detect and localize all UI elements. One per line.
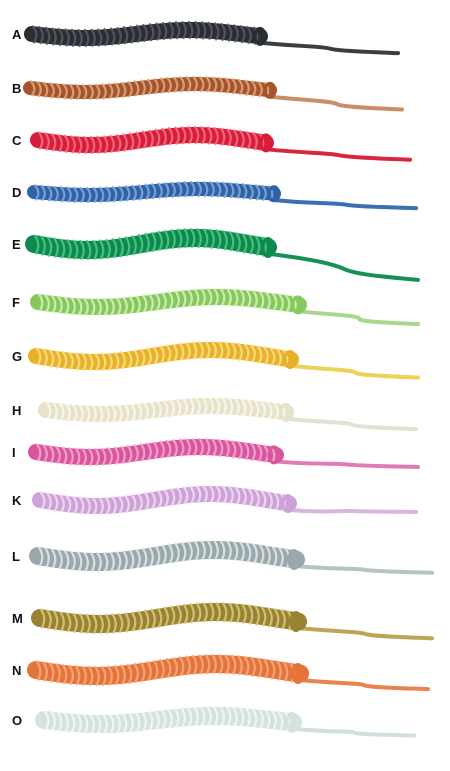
specimen-n: N: [12, 653, 430, 692]
specimen-tail: [290, 563, 434, 575]
specimen-e: E: [12, 227, 420, 282]
specimen-end-loop: [279, 402, 293, 422]
specimen-g: G: [12, 340, 420, 380]
specimen-tail: [256, 40, 400, 56]
specimen-label: M: [12, 611, 23, 626]
specimen-end-loop: [291, 295, 305, 315]
specimen-end-loop: [283, 350, 297, 369]
specimen-end-loop: [281, 494, 295, 513]
specimen-end-loop: [291, 663, 305, 684]
specimen-end-loop: [267, 185, 281, 203]
specimen-label: L: [12, 549, 20, 564]
specimen-end-loop: [263, 81, 277, 99]
specimen-coil: [25, 229, 277, 259]
specimen-tail: [294, 308, 420, 327]
specimen-label: E: [12, 237, 21, 252]
specimen-label: A: [12, 27, 22, 42]
specimen-tail: [270, 197, 418, 211]
specimen-l: L: [12, 539, 434, 575]
specimen-coil-turns: [37, 539, 291, 573]
specimen-f: F: [12, 287, 420, 327]
specimen-end-loop: [287, 549, 301, 570]
specimen-c: C: [12, 125, 412, 162]
specimen-tail: [286, 363, 420, 380]
specimen-label: G: [12, 349, 22, 364]
specimen-end-loop: [289, 611, 303, 632]
specimen-label: I: [12, 445, 16, 460]
specimen-tail: [262, 146, 412, 162]
specimen-end-loop: [261, 237, 275, 258]
specimen-d: D: [12, 180, 418, 211]
specimen-label: N: [12, 663, 21, 678]
specimen-a: A: [12, 20, 400, 56]
specimen-label: B: [12, 81, 21, 96]
specimen-coil-turns: [39, 601, 293, 635]
specimen-tail: [264, 251, 420, 282]
specimen-coil-turns: [33, 227, 267, 261]
specimen-tail: [284, 507, 418, 514]
specimen-tail: [294, 677, 430, 692]
specimen-tail: [282, 416, 418, 432]
specimen-coil-turns: [39, 484, 286, 516]
specimen-label: O: [12, 713, 22, 728]
specimen-label: D: [12, 185, 21, 200]
specimen-coil: [35, 707, 302, 733]
specimen-label: C: [12, 133, 22, 148]
specimen-k: K: [12, 484, 418, 516]
specimen-coil-turns: [37, 287, 297, 317]
specimen-coil-turns: [37, 125, 265, 155]
specimen-coil-turns: [33, 180, 274, 204]
specimen-coil: [32, 486, 297, 514]
specimen-tail: [288, 726, 416, 738]
specimen-label: H: [12, 403, 21, 418]
specimen-tail: [270, 458, 420, 469]
specimen-label: F: [12, 295, 20, 310]
specimen-h: H: [12, 396, 418, 432]
specimen-coil-turns: [35, 340, 289, 372]
specimen-end-loop: [259, 133, 273, 153]
specimen-i: I: [12, 437, 420, 469]
specimen-label: K: [12, 493, 22, 508]
specimen-end-loop: [253, 26, 267, 46]
specimen-coil-turns: [31, 20, 259, 48]
specimen-b: B: [12, 75, 404, 112]
specimen-end-loop: [285, 711, 299, 733]
specimen-m: M: [12, 601, 434, 641]
specimen-o: O: [12, 705, 416, 738]
specimen-end-loop: [267, 445, 281, 465]
specimen-tail: [292, 625, 434, 641]
specimen-coil-turns: [35, 653, 295, 687]
specimen-tail: [266, 94, 404, 112]
specimen-coil-turns: [43, 705, 290, 735]
